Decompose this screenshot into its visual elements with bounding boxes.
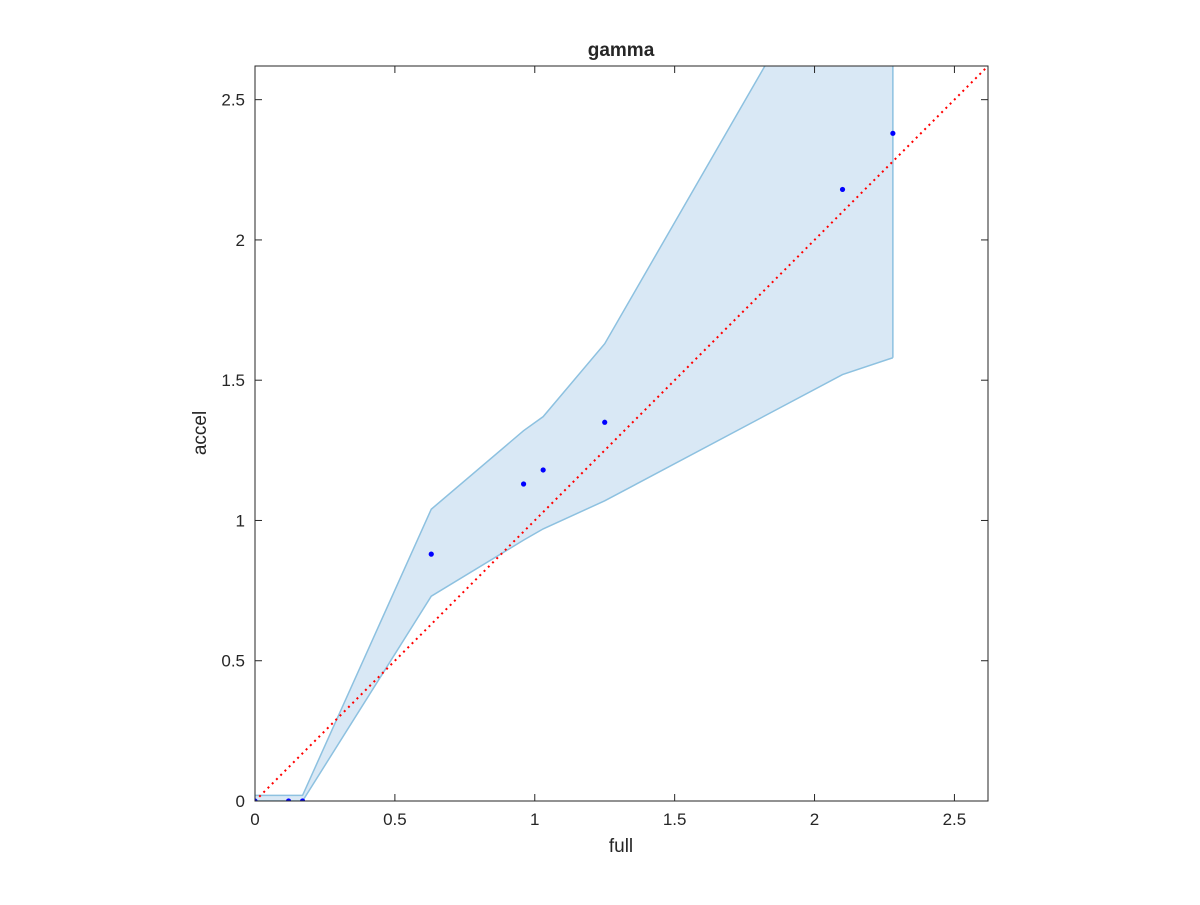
plot-frame <box>254 65 989 802</box>
reference-line <box>255 66 988 801</box>
y-axis-label: accel <box>190 411 211 455</box>
x-tick-label: 0 <box>250 810 259 829</box>
data-points-layer <box>255 130 896 801</box>
y-tick-label: 1.5 <box>221 371 245 390</box>
y-tick-label: 0 <box>236 792 245 811</box>
x-tick-label: 1 <box>530 810 539 829</box>
y-tick-label: 1 <box>236 511 245 530</box>
x-tick-label: 0.5 <box>383 810 407 829</box>
chart-title: gamma <box>588 40 655 61</box>
data-point <box>299 798 306 801</box>
y-tick-label: 2 <box>236 231 245 250</box>
data-point <box>602 419 608 425</box>
data-point <box>890 130 896 136</box>
confidence-band-layer <box>255 66 894 801</box>
y-tick-label: 0.5 <box>221 652 245 671</box>
x-tick-label: 1.5 <box>663 810 687 829</box>
data-point <box>255 798 258 801</box>
data-point <box>839 186 846 193</box>
data-point <box>285 798 292 801</box>
x-tick-label: 2.5 <box>943 810 967 829</box>
y-tick-label: 2.5 <box>221 91 245 110</box>
band-lower-edge <box>255 357 894 801</box>
band-upper-edge <box>255 66 766 797</box>
reference-line-layer <box>255 66 988 801</box>
data-point <box>520 481 527 487</box>
data-point <box>540 467 546 473</box>
x-tick-label: 2 <box>810 810 819 829</box>
confidence-band-fill <box>255 66 893 801</box>
x-axis-label: full <box>609 836 633 857</box>
axes-layer: 0 0.5 1 1.5 2 2.5 0 0.5 1 1.5 2 2.5 <box>221 65 989 829</box>
data-point <box>428 551 434 557</box>
